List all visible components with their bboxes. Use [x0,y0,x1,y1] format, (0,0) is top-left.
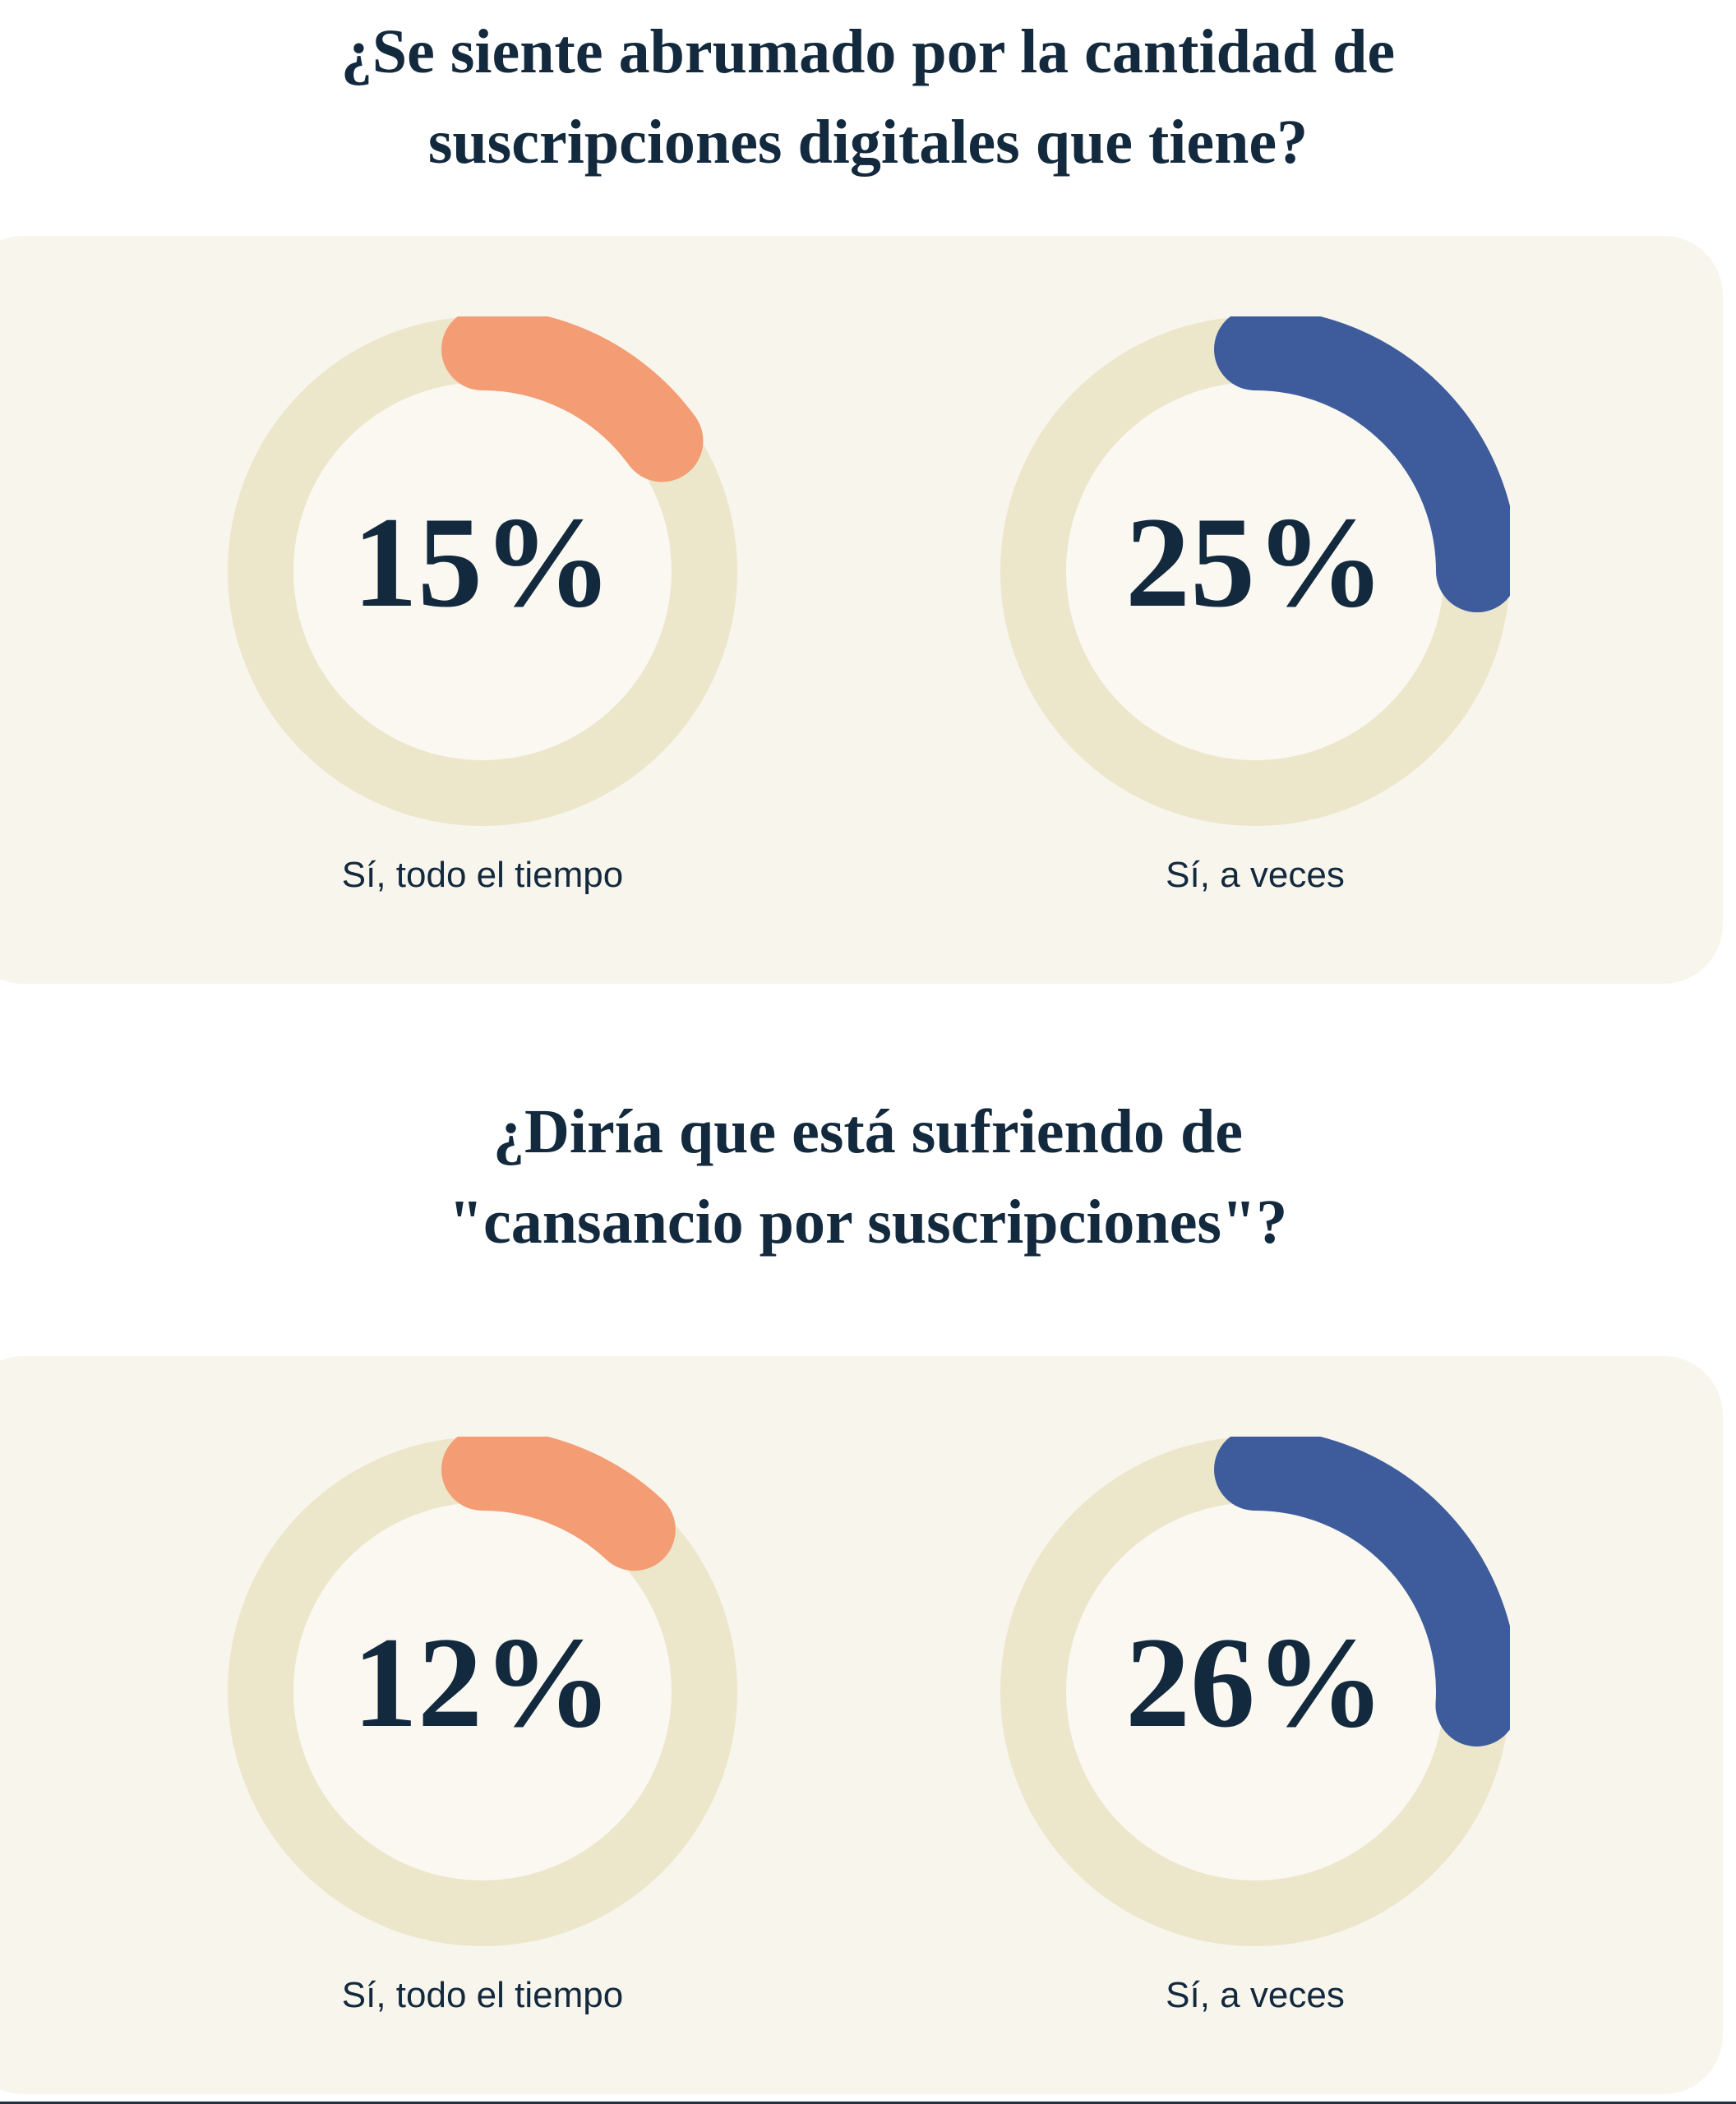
chart-label: Sí, todo el tiempo [341,1975,624,2015]
donut-inner-disc [293,382,672,760]
donut-svg [228,316,737,826]
bottom-divider [0,2102,1736,2104]
donut-value-arc [1000,316,1510,826]
question-title: ¿Diría que está sufriendo de "cansancio … [0,1087,1736,1267]
question-title-line: ¿Diría que está sufriendo de [493,1097,1243,1166]
donut-chart: 25% [1000,316,1510,826]
donut-value-arc [228,1437,737,1946]
stats-card: 12% Sí, todo el tiempo 26% Sí, a veces [0,1356,1723,2094]
donut-percentage: 26% [1125,1611,1385,1755]
donut-percentage: 15% [353,491,612,634]
donut-svg [1000,1437,1510,1946]
donut-inner-disc [293,1502,672,1880]
chart-label: Sí, todo el tiempo [341,855,624,895]
stats-card: 15% Sí, todo el tiempo 25% Sí, a veces [0,236,1723,984]
donut-inner-disc [1066,1502,1444,1880]
donut-svg [1000,316,1510,826]
donut-percentage: 12% [353,1611,612,1755]
donut-value-arc [228,316,737,826]
question-title-line: "cansancio por suscripciones"? [448,1188,1288,1257]
donut-chart: 15% [228,316,737,826]
question-title-line: suscripciones digitales que tiene? [427,108,1309,177]
donut-value-arc [1000,1437,1510,1946]
question-title: ¿Se siente abrumado por la cantidad de s… [0,7,1736,187]
donut-chart: 12% [228,1437,737,1946]
chart-label: Sí, a veces [1166,1975,1345,2015]
chart-label: Sí, a veces [1166,855,1345,895]
donut-inner-disc [1066,382,1444,760]
donut-percentage: 25% [1125,491,1385,634]
donut-svg [228,1437,737,1946]
donut-chart: 26% [1000,1437,1510,1946]
question-title-line: ¿Se siente abrumado por la cantidad de [340,17,1396,86]
